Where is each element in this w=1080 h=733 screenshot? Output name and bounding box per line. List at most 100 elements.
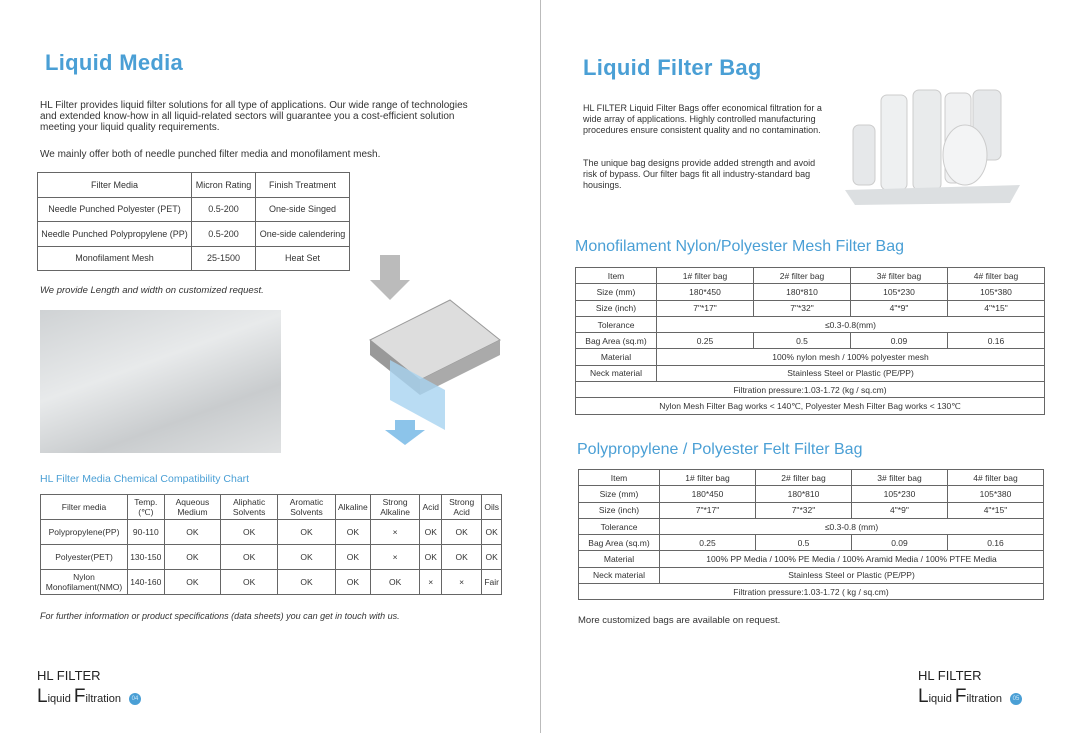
table-row: Filter Media Micron Rating Finish Treatmen…	[37, 172, 350, 198]
table-row: Bag Area (sq.m) 0.25 0.5 0.09 0.16	[575, 332, 1045, 350]
page-number: 05	[1009, 693, 1022, 706]
table-cell: Aliphatic Solvents	[220, 494, 279, 520]
table-cell: OK	[163, 519, 222, 545]
table-cell: 4# filter bag	[946, 468, 1045, 487]
table-cell: Filter Media	[37, 172, 192, 198]
table-row: Size (mm) 180*450 180*810 105*230 105*380	[575, 283, 1045, 301]
table-cell: Monofilament Mesh	[37, 245, 192, 271]
table-cell: 7"*32"	[754, 501, 852, 519]
table-cell: Alkaline	[334, 494, 371, 520]
table-cell: Size (mm)	[575, 283, 657, 301]
table-row: Tolerance ≤0.3-0.8(mm)	[575, 315, 1045, 334]
table-cell: OK	[220, 519, 279, 545]
table-cell: 0.25	[659, 534, 756, 552]
table-cell: OK	[481, 544, 502, 570]
table-row: Tolerance ≤0.3-0.8 (mm)	[578, 517, 1044, 536]
table-cell: Material	[578, 550, 660, 568]
table-cell: Stainless Steel or Plastic (PE/PP)	[656, 364, 1045, 383]
table-row: Needle Punched Polyester (PET) 0.5-200 One…	[37, 196, 350, 222]
table-cell: OK	[334, 544, 371, 570]
table-cell: Oils	[481, 494, 502, 520]
table-row: Item 1# filter bag 2# filter bag 3# filter …	[578, 468, 1045, 487]
table-cell: OK	[163, 569, 222, 595]
table-cell: 105*230	[850, 283, 948, 301]
table-cell: 4"*9"	[850, 501, 948, 519]
table-cell: OK	[277, 544, 336, 570]
table-cell: Aqueous Medium	[163, 494, 222, 520]
table-cell: Strong Acid	[441, 494, 483, 520]
table-cell: OK	[369, 569, 421, 595]
table-cell: Size (mm)	[578, 485, 660, 503]
table-cell: 0.16	[946, 534, 1045, 552]
table-cell: Bag Area (sq.m)	[575, 332, 657, 350]
table-cell: Temp.(℃)	[127, 494, 165, 520]
table-row: Bag Area (sq.m) 0.25 0.5 0.09 0.16	[578, 534, 1045, 552]
table-cell: 140-160	[127, 569, 165, 595]
tag-letter: F	[73, 686, 86, 707]
table-cell: OK	[441, 544, 483, 570]
table-cell: Item	[578, 468, 660, 487]
table-cell: 130-150	[127, 544, 165, 570]
table-row: Size (inch) 7"*17" 7"*32" 4"*9" 4"*15"	[578, 501, 1045, 519]
table-cell: Micron Rating	[191, 172, 256, 198]
table-cell: 0.09	[850, 534, 948, 552]
brand-name: HL FILTER	[918, 668, 982, 683]
tag-word: iquid	[47, 693, 74, 705]
table-cell: 180*450	[659, 485, 756, 503]
brand-tagline: Liquid Filtration 05	[918, 686, 1022, 708]
table-cell: Tolerance	[575, 315, 657, 334]
table-row: Size (inch) 7"*17" 7"*32" 4"*9" 4"*15"	[575, 299, 1045, 317]
table-row: Neck material Stainless Steel or Plastic …	[575, 364, 1045, 383]
table-cell: 180*810	[754, 485, 852, 503]
tag-letter: L	[918, 686, 929, 707]
page-number: 04	[128, 693, 141, 706]
table-cell: 3# filter bag	[850, 468, 948, 487]
filtration-diagram	[369, 255, 501, 445]
table-cell: Aromatic Solvents	[277, 494, 336, 520]
table-row: Polypropylene(PP) 90-110 OK OK OK OK × OK OK OK	[40, 519, 502, 545]
table-cell: Acid	[419, 494, 443, 520]
temperature-cell: Nylon Mesh Filter Bag works < 140℃, Poly…	[575, 397, 1045, 415]
table-cell: Item	[575, 266, 657, 285]
filter-bags-photo	[845, 89, 1020, 205]
table-cell: Filter media	[40, 494, 128, 520]
filter-media-photo	[40, 310, 281, 453]
table-row: Filtration pressure:1.03-1.72 ( kg / sq.…	[578, 583, 1044, 601]
table-cell: 7"*17"	[659, 501, 756, 519]
custom-note: We provide Length and width on customize…	[40, 285, 264, 296]
table-row: Nylon Mesh Filter Bag works < 140℃, Poly…	[575, 397, 1045, 415]
table-cell: 0.09	[850, 332, 948, 350]
table-row: Size (mm) 180*450 180*810 105*230 105*380	[578, 485, 1045, 503]
intro-text: HL FILTER Liquid Filter Bags offer econo…	[583, 103, 822, 135]
chart-title: HL Filter Media Chemical Compatibility C…	[40, 473, 250, 485]
table-cell: 1# filter bag	[656, 266, 754, 285]
table-row: Material 100% nylon mesh / 100% polyester…	[575, 348, 1045, 366]
table-cell: One-side calendering	[255, 221, 350, 247]
table-cell: OK	[220, 569, 279, 595]
table-cell: Nylon Monofilament(NMO)	[40, 569, 128, 595]
table-cell: Polyester(PET)	[40, 544, 128, 570]
table-cell: 100% nylon mesh / 100% polyester mesh	[656, 348, 1045, 366]
table-cell: Fair	[481, 569, 502, 595]
table-cell: Needle Punched Polyester (PET)	[37, 196, 192, 222]
table-cell: Size (inch)	[578, 501, 660, 519]
more-note: More customized bags are available on re…	[578, 615, 781, 626]
page-title: Liquid Filter Bag	[583, 55, 762, 80]
table-row: Filter media Temp.(℃) Aqueous Medium Alipha…	[40, 494, 502, 520]
table-cell: 4"*15"	[947, 299, 1045, 317]
table-cell: Needle Punched Polypropylene (PP)	[37, 221, 192, 247]
table-cell: ×	[441, 569, 483, 595]
table-cell: 2# filter bag	[753, 266, 851, 285]
brand-name: HL FILTER	[37, 668, 101, 683]
felt-section-title: Polypropylene / Polyester Felt Filter Ba…	[577, 441, 863, 458]
table-cell: OK	[419, 544, 443, 570]
table-cell: 3# filter bag	[850, 266, 948, 285]
table-row: Needle Punched Polypropylene (PP) 0.5-200…	[37, 221, 350, 247]
table-cell: 105*380	[946, 485, 1045, 503]
table-cell: Size (inch)	[575, 299, 657, 317]
tag-letter: L	[37, 686, 48, 707]
table-cell: 4"*15"	[946, 501, 1045, 519]
table-cell: ≤0.3-0.8(mm)	[656, 315, 1045, 334]
felt-bag-table: Item 1# filter bag 2# filter bag 3# filter …	[578, 468, 1045, 601]
table-cell: 7"*32"	[753, 299, 851, 317]
